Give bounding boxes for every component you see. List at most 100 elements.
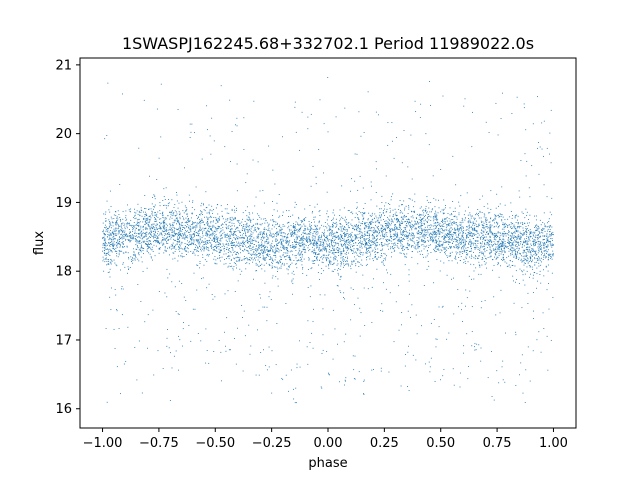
scatter-point bbox=[524, 284, 526, 286]
scatter-point bbox=[411, 256, 413, 258]
scatter-point bbox=[207, 218, 209, 220]
scatter-point bbox=[406, 225, 408, 226]
scatter-point bbox=[323, 229, 325, 231]
scatter-point bbox=[275, 221, 277, 223]
scatter-point bbox=[363, 235, 365, 237]
scatter-point bbox=[209, 235, 211, 237]
scatter-point bbox=[383, 282, 385, 284]
scatter-point bbox=[332, 263, 333, 265]
scatter-point bbox=[231, 228, 233, 230]
scatter-point bbox=[523, 232, 525, 234]
scatter-point bbox=[496, 258, 498, 259]
scatter-point bbox=[526, 257, 528, 259]
scatter-point bbox=[508, 231, 509, 233]
scatter-point bbox=[150, 243, 152, 245]
scatter-point bbox=[253, 257, 255, 259]
scatter-point bbox=[141, 238, 143, 240]
scatter-point bbox=[251, 257, 253, 259]
scatter-point bbox=[335, 221, 337, 223]
scatter-point bbox=[156, 179, 158, 180]
scatter-point bbox=[206, 233, 208, 235]
scatter-point bbox=[245, 182, 247, 184]
scatter-point bbox=[140, 301, 142, 302]
scatter-point bbox=[543, 250, 545, 252]
scatter-point bbox=[173, 229, 175, 231]
scatter-point bbox=[235, 231, 237, 232]
scatter-point bbox=[535, 236, 537, 238]
scatter-point bbox=[360, 263, 362, 265]
scatter-point bbox=[178, 222, 180, 224]
scatter-point bbox=[527, 346, 529, 348]
scatter-point bbox=[268, 366, 270, 368]
scatter-point bbox=[432, 238, 434, 240]
scatter-point bbox=[466, 192, 468, 194]
scatter-point bbox=[206, 212, 208, 214]
scatter-point bbox=[230, 251, 232, 253]
scatter-point bbox=[187, 215, 189, 217]
scatter-point bbox=[396, 218, 398, 220]
scatter-point bbox=[433, 215, 434, 217]
scatter-point bbox=[138, 211, 140, 213]
scatter-point bbox=[391, 243, 393, 245]
scatter-point bbox=[169, 247, 171, 249]
scatter-point bbox=[380, 309, 381, 311]
scatter-point bbox=[328, 230, 330, 231]
scatter-point bbox=[322, 244, 324, 246]
scatter-point bbox=[543, 120, 545, 122]
scatter-point bbox=[314, 236, 316, 238]
scatter-point bbox=[282, 238, 284, 240]
scatter-point bbox=[525, 241, 527, 243]
scatter-point bbox=[193, 249, 195, 251]
scatter-point bbox=[451, 224, 453, 226]
scatter-point bbox=[402, 238, 404, 240]
scatter-point bbox=[175, 219, 177, 221]
scatter-point bbox=[462, 321, 463, 322]
scatter-point bbox=[396, 234, 398, 236]
scatter-point bbox=[179, 236, 181, 238]
scatter-point bbox=[177, 236, 179, 238]
scatter-point bbox=[518, 244, 520, 246]
scatter-point bbox=[170, 224, 172, 226]
scatter-point bbox=[215, 220, 217, 221]
scatter-point bbox=[526, 215, 528, 217]
scatter-point bbox=[504, 251, 506, 253]
scatter-point bbox=[435, 199, 437, 201]
scatter-point bbox=[229, 255, 231, 257]
scatter-point bbox=[385, 223, 387, 225]
scatter-point bbox=[388, 224, 390, 226]
scatter-point bbox=[204, 210, 206, 212]
scatter-point bbox=[110, 244, 112, 246]
scatter-point bbox=[381, 243, 383, 245]
scatter-point bbox=[441, 228, 443, 230]
scatter-point bbox=[501, 246, 503, 248]
scatter-point bbox=[346, 239, 348, 241]
scatter-point bbox=[327, 245, 328, 247]
scatter-point bbox=[292, 244, 294, 246]
scatter-point bbox=[337, 285, 339, 287]
scatter-point bbox=[130, 219, 132, 221]
scatter-point bbox=[538, 227, 540, 229]
scatter-point bbox=[200, 222, 202, 224]
scatter-point bbox=[365, 226, 367, 228]
scatter-point bbox=[266, 234, 267, 236]
scatter-point bbox=[207, 239, 209, 241]
scatter-point bbox=[509, 242, 511, 243]
scatter-point bbox=[107, 272, 109, 274]
scatter-point bbox=[141, 232, 143, 234]
scatter-point bbox=[518, 236, 520, 238]
scatter-point bbox=[534, 272, 536, 273]
scatter-point bbox=[229, 263, 231, 264]
scatter-point bbox=[126, 227, 128, 229]
scatter-point bbox=[399, 227, 401, 229]
scatter-point bbox=[351, 219, 353, 221]
scatter-point bbox=[222, 223, 224, 225]
scatter-point bbox=[443, 212, 445, 214]
scatter-point bbox=[205, 222, 207, 224]
scatter-point bbox=[552, 231, 554, 233]
scatter-point bbox=[371, 219, 373, 221]
scatter-point bbox=[308, 221, 310, 222]
scatter-point bbox=[436, 230, 438, 232]
scatter-point bbox=[110, 224, 112, 226]
scatter-point bbox=[287, 244, 289, 246]
scatter-point bbox=[316, 241, 317, 243]
